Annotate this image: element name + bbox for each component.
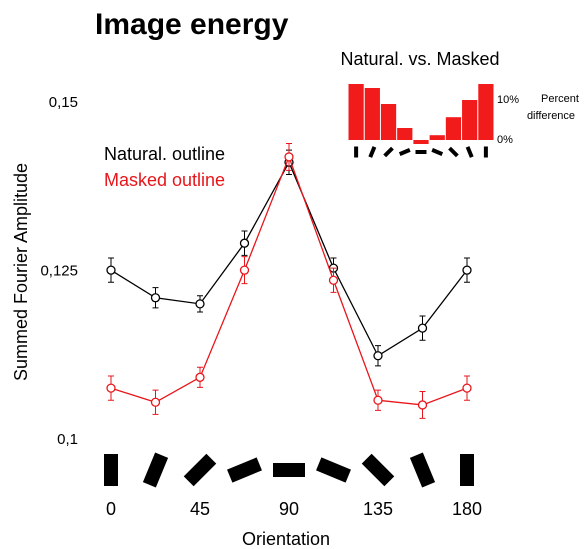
bar xyxy=(413,140,429,144)
orientation-icon xyxy=(183,453,217,487)
orientation-icon xyxy=(227,457,262,483)
series-line xyxy=(110,160,468,357)
y-axis-label: Summed Fourier Amplitude xyxy=(11,163,31,381)
data-point xyxy=(462,383,472,393)
inset-orientation-icon xyxy=(354,146,359,158)
bar xyxy=(429,135,445,140)
data-point xyxy=(373,351,383,361)
data-point xyxy=(328,275,339,285)
orientation-icon xyxy=(142,452,169,488)
data-point xyxy=(373,395,383,405)
x-tick-label: 45 xyxy=(190,499,210,519)
x-axis-label: Orientation xyxy=(242,529,330,549)
inset-y-tick-label: 10% xyxy=(497,94,519,106)
orientation-icon xyxy=(361,453,395,487)
series-line xyxy=(110,155,468,406)
chart-title: Image energy xyxy=(95,8,289,41)
y-tick-label: 0,125 xyxy=(40,262,78,279)
bar xyxy=(348,84,364,140)
orientation-icon xyxy=(316,457,351,483)
legend-label: Natural. outline xyxy=(104,144,225,164)
bar xyxy=(478,84,494,140)
x-tick-label: 0 xyxy=(106,499,116,519)
inset-y-tick-label: 0% xyxy=(497,134,513,146)
x-tick-label: 135 xyxy=(363,499,393,519)
orientation-icon xyxy=(273,463,305,477)
bar xyxy=(462,100,478,140)
x-tick-label: 90 xyxy=(279,499,299,519)
inset-title: Natural. vs. Masked xyxy=(340,49,499,69)
inset-orientation-icon xyxy=(415,150,427,154)
data-point xyxy=(417,323,428,333)
bar xyxy=(364,88,380,140)
inset-orientation-icon xyxy=(448,146,459,158)
data-point xyxy=(195,372,205,382)
bar xyxy=(445,117,462,140)
data-point xyxy=(417,400,428,410)
data-point xyxy=(150,293,161,303)
inset-orientation-icon xyxy=(368,146,377,158)
orientation-icon xyxy=(460,454,474,486)
inset-y-label: difference xyxy=(527,110,575,122)
data-point xyxy=(239,265,250,275)
bar xyxy=(380,104,397,140)
y-tick-label: 0,1 xyxy=(57,431,78,448)
data-point xyxy=(239,238,250,248)
bar xyxy=(397,128,413,140)
inset-orientation-icon xyxy=(398,148,411,156)
data-point xyxy=(106,265,116,275)
inset-orientation-icon xyxy=(465,146,474,158)
inset-y-label: Percent xyxy=(541,93,579,105)
inset-orientation-icon xyxy=(483,146,488,158)
legend-label: Masked outline xyxy=(104,170,225,190)
data-point xyxy=(195,299,205,309)
data-point xyxy=(106,383,116,393)
inset-orientation-icon xyxy=(431,148,444,156)
orientation-icon xyxy=(409,452,436,488)
x-tick-label: 180 xyxy=(452,499,482,519)
orientation-icon xyxy=(104,454,118,486)
data-point xyxy=(150,397,161,407)
y-tick-label: 0,15 xyxy=(49,94,78,111)
data-point xyxy=(284,152,294,162)
inset-orientation-icon xyxy=(383,146,394,158)
data-point xyxy=(462,265,472,275)
